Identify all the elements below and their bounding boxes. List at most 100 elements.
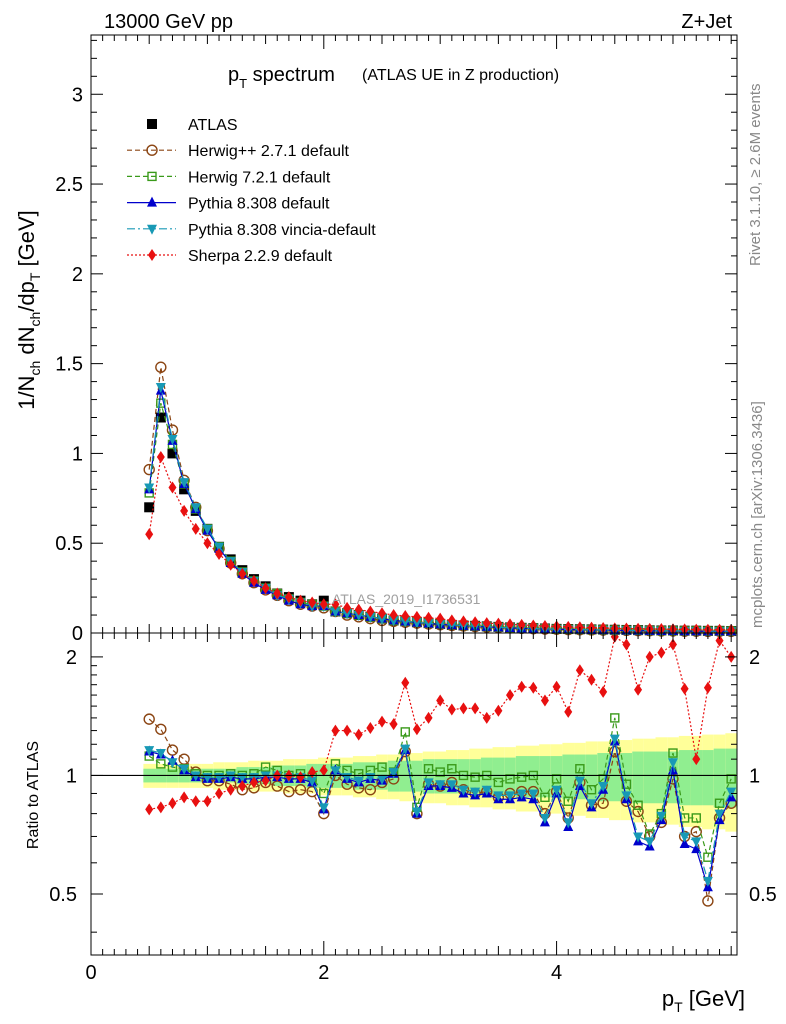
ratio-point-sherpa-2-2-9-default [506, 689, 515, 702]
main-point-sherpa-2-2-9-default [238, 567, 247, 580]
analysis-id-label: ATLAS_2019_I1736531 [332, 591, 481, 607]
main-point-atlas [144, 502, 155, 513]
ratio-point-sherpa-2-2-9-default [436, 694, 445, 707]
ratio-point-pythia-8-308-vincia-default [598, 782, 609, 793]
main-point-sherpa-2-2-9-default [296, 594, 305, 607]
ratio-point-herwig-2-7-1-default [294, 784, 307, 796]
ratio-band-inner [725, 748, 737, 808]
ratio-point-pythia-8-308-vincia-default [376, 774, 387, 785]
ratio-point-pythia-8-308-vincia-default [691, 837, 702, 848]
ratio-series-group [143, 630, 737, 907]
main-point-atlas [155, 412, 166, 423]
main-point-sherpa-2-2-9-default [459, 615, 468, 628]
ratio-point-sherpa-2-2-9-default [599, 685, 608, 698]
main-point-sherpa-2-2-9-default [203, 537, 212, 550]
ratio-point-herwig-2-7-1-default [364, 784, 377, 796]
ratio-point-sherpa-2-2-9-default [668, 638, 677, 651]
ratio-point-pythia-8-308-vincia-default [167, 758, 178, 769]
main-point-pythia-8-308-vincia-default [365, 612, 376, 623]
legend-item-pythia-8-308-default: Pythia 8.308 default [127, 196, 330, 213]
main-point-pythia-8-308-vincia-default [411, 618, 422, 629]
ratio-point-sherpa-2-2-9-default [587, 673, 596, 686]
ratio-band-inner [702, 750, 714, 806]
ratio-point-sherpa-2-2-9-default [226, 783, 235, 796]
main-ytick-label: 1 [72, 443, 83, 465]
ratio-point-pythia-8-308-vincia-default [726, 787, 737, 798]
legend: ATLAS Herwig++ 2.7.1 default Herwig 7.2.1 … [127, 117, 376, 265]
main-point-sherpa-2-2-9-default [494, 617, 503, 630]
ratio-point-herwig-7-2-1-default [516, 772, 527, 782]
main-ytick-label: 0 [72, 623, 83, 645]
ratio-band-inner [643, 751, 656, 804]
ratio-point-sherpa-2-2-9-default [575, 664, 584, 677]
main-point-pythia-8-308-vincia-default [388, 616, 399, 627]
ratio-point-herwig-2-7-1-default [155, 723, 167, 735]
ratio-band-inner [632, 751, 644, 804]
ratio-point-pythia-8-308-vincia-default [667, 758, 678, 769]
main-point-sherpa-2-2-9-default [436, 612, 445, 625]
ratio-point-sherpa-2-2-9-default [261, 774, 270, 787]
x-axis-label: pT [GeV] [662, 986, 745, 1015]
main-point-sherpa-2-2-9-default [145, 528, 154, 541]
ratio-point-pythia-8-308-vincia-default [539, 813, 550, 824]
ratio-point-pythia-8-308-vincia-default [179, 764, 190, 775]
ratio-point-pythia-8-308-vincia-default [400, 744, 411, 755]
ratio-point-sherpa-2-2-9-default [389, 718, 398, 731]
main-point-pythia-8-308-vincia-default [330, 607, 341, 618]
ratio-point-pythia-8-308-vincia-default [621, 791, 632, 802]
ratio-point-pythia-8-308-vincia-default [714, 809, 725, 820]
main-point-pythia-8-308-vincia-default [423, 619, 434, 630]
ratio-band-inner [585, 754, 598, 800]
main-point-sherpa-2-2-9-default [482, 617, 491, 630]
ratio-point-sherpa-2-2-9-default [715, 634, 724, 647]
legend-label: Herwig 7.2.1 default [188, 169, 331, 186]
ratio-ytick-label-right: 0.5 [749, 884, 777, 906]
ratio-point-pythia-8-308-vincia-default [225, 771, 236, 782]
axis-ticks: 00.511.522.530 2 40.5 0.51 12 2 [49, 35, 777, 984]
main-point-sherpa-2-2-9-default [180, 504, 189, 517]
ratio-point-sherpa-2-2-9-default [191, 795, 200, 808]
mcplots-label: mcplots.cern.ch [arXiv:1306.3436] [749, 401, 766, 628]
ratio-point-herwig-7-2-1-default [493, 777, 504, 788]
main-ytick-label: 3 [72, 84, 83, 106]
ratio-point-sherpa-2-2-9-default [203, 795, 212, 808]
legend-item-sherpa-2-2-9-default: Sherpa 2.2.9 default [127, 248, 333, 265]
main-point-atlas [167, 448, 178, 459]
ratio-point-pythia-8-308-vincia-default [458, 785, 469, 796]
main-point-sherpa-2-2-9-default [517, 618, 526, 631]
ratio-point-pythia-8-308-vincia-default [470, 787, 481, 798]
main-point-sherpa-2-2-9-default [261, 582, 270, 595]
ratio-band-inner [562, 754, 575, 800]
ratio-point-pythia-8-308-vincia-default [411, 807, 422, 818]
ratio-band-inner [667, 751, 679, 804]
ratio-point-pythia-8-308-vincia-default [144, 746, 155, 757]
ratio-point-sherpa-2-2-9-default [657, 646, 666, 659]
ratio-point-sherpa-2-2-9-default [447, 703, 456, 716]
main-point-pythia-8-308-vincia-default [190, 503, 201, 514]
ratio-point-herwig-7-2-1-default [400, 727, 410, 737]
main-point-sherpa-2-2-9-default [284, 591, 293, 604]
ratio-band-inner [446, 759, 458, 794]
ratio-point-pythia-8-308-vincia-default [656, 811, 667, 822]
main-point-sherpa-2-2-9-default [273, 587, 282, 600]
legend-label: Sherpa 2.2.9 default [188, 248, 333, 265]
main-series-sherpa-2-2-9-default [145, 451, 736, 636]
ratio-point-herwig-7-2-1-default [156, 759, 166, 769]
ratio-series-sherpa-2-2-9-default [145, 630, 736, 816]
main-point-pythia-8-308-vincia-default [167, 435, 178, 446]
ratio-point-sherpa-2-2-9-default [645, 650, 654, 663]
ratio-point-sherpa-2-2-9-default [331, 724, 340, 737]
main-point-sherpa-2-2-9-default [447, 614, 456, 627]
ratio-point-sherpa-2-2-9-default [343, 724, 352, 737]
legend-label: Pythia 8.308 vincia-default [188, 222, 376, 239]
ratio-point-sherpa-2-2-9-default [482, 711, 491, 724]
ratio-point-pythia-8-308-vincia-default [644, 837, 655, 848]
ratio-band-inner [690, 750, 703, 806]
ratio-band-inner [620, 753, 633, 802]
legend-marker [147, 171, 157, 182]
main-point-sherpa-2-2-9-default [412, 610, 421, 623]
main-point-sherpa-2-2-9-default [471, 616, 480, 629]
ratio-point-herwig-2-7-1-default [597, 797, 609, 809]
main-point-sherpa-2-2-9-default [215, 547, 224, 560]
ratio-point-sherpa-2-2-9-default [703, 681, 712, 694]
